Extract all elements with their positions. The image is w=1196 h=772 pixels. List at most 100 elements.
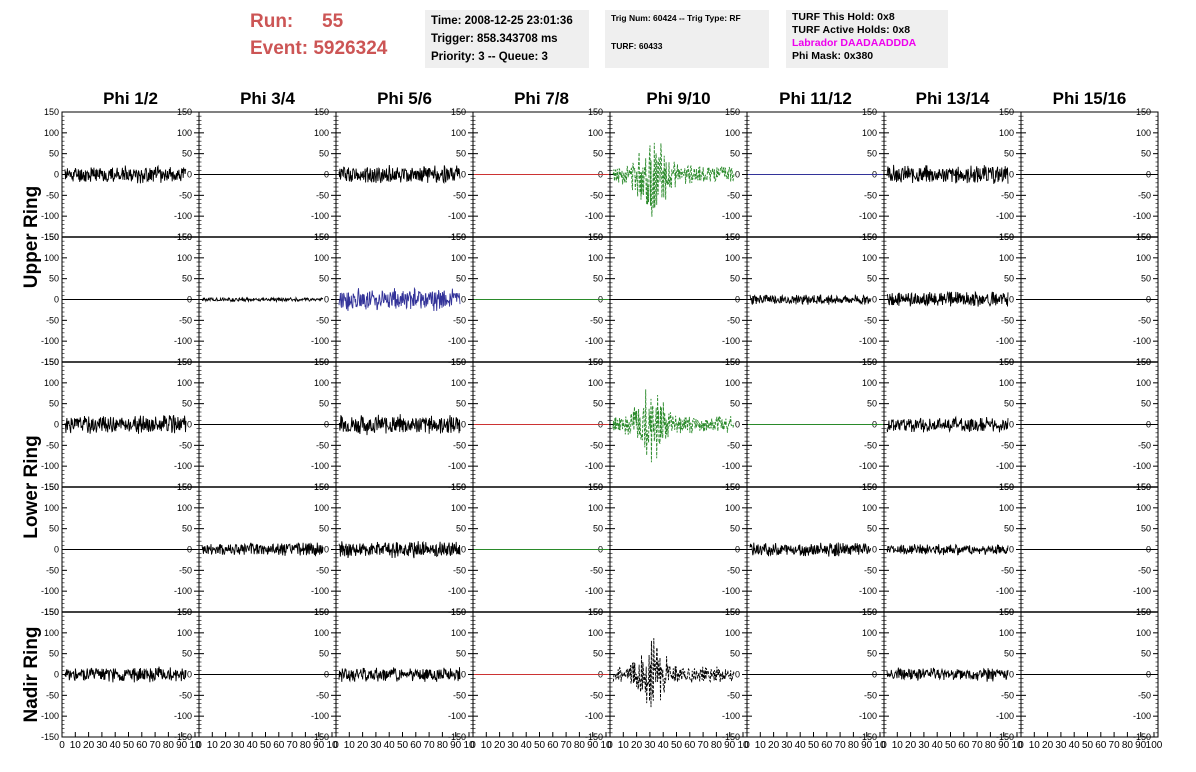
- y-tick-label: -150: [722, 732, 740, 742]
- y-tick-label: -50: [1138, 690, 1151, 700]
- x-tick-label: 80: [300, 740, 312, 751]
- y-tick-label: 50: [1004, 149, 1014, 159]
- y-tick-label: 100: [44, 378, 59, 388]
- x-tick-label: 100: [1146, 740, 1163, 751]
- y-tick-label: 100: [1136, 253, 1151, 263]
- y-tick-label: -50: [316, 690, 329, 700]
- y-tick-label: 150: [725, 607, 740, 617]
- time-info-box: Time: 2008-12-25 23:01:36 Trigger: 858.3…: [425, 10, 589, 68]
- y-tick-label: 100: [1136, 128, 1151, 138]
- column-header: Phi 5/6: [377, 89, 432, 108]
- y-tick-label: 150: [44, 607, 59, 617]
- y-tick-label: 150: [588, 357, 603, 367]
- run-row: Run: 55: [250, 8, 420, 35]
- x-tick-label: 20: [83, 740, 95, 751]
- y-tick-label: 0: [872, 295, 877, 305]
- waveform-trace: [612, 389, 735, 463]
- x-tick-label: 40: [932, 740, 944, 751]
- y-tick-label: -50: [179, 190, 192, 200]
- y-tick-label: 0: [735, 420, 740, 430]
- x-tick-label: 70: [287, 740, 299, 751]
- y-tick-label: 150: [1136, 107, 1151, 117]
- x-tick-label: 80: [1122, 740, 1134, 751]
- x-tick-label: 50: [260, 740, 272, 751]
- y-tick-label: 150: [862, 232, 877, 242]
- waveform-trace: [64, 415, 187, 434]
- waveform-trace: [612, 142, 735, 217]
- x-tick-label: 70: [424, 740, 436, 751]
- y-tick-label: -150: [448, 732, 466, 742]
- y-tick-label: 150: [862, 607, 877, 617]
- y-tick-label: 0: [735, 170, 740, 180]
- y-tick-label: 150: [725, 107, 740, 117]
- waveform-trace: [886, 543, 1009, 556]
- y-tick-label: -150: [174, 732, 192, 742]
- y-tick-label: 50: [1004, 649, 1014, 659]
- x-tick-label: 50: [671, 740, 683, 751]
- y-tick-label: 150: [725, 232, 740, 242]
- y-tick-label: 50: [593, 649, 603, 659]
- waveform-trace: [886, 667, 1009, 682]
- y-tick-label: 50: [730, 274, 740, 284]
- y-tick-label: -100: [722, 586, 740, 596]
- x-tick-label: 10: [189, 740, 201, 751]
- y-tick-label: 150: [1136, 482, 1151, 492]
- y-tick-label: 0: [187, 420, 192, 430]
- x-tick-label: 0: [59, 740, 65, 751]
- x-tick-label: 40: [521, 740, 533, 751]
- y-tick-label: 100: [451, 253, 466, 263]
- x-tick-label: 50: [1082, 740, 1094, 751]
- x-tick-label: 10: [463, 740, 475, 751]
- y-tick-label: 150: [1136, 357, 1151, 367]
- y-tick-label: -100: [996, 211, 1014, 221]
- x-tick-label: 70: [150, 740, 162, 751]
- x-tick-label: 30: [370, 740, 382, 751]
- y-tick-label: 100: [1136, 628, 1151, 638]
- turf-hold-line: TURF This Hold: 0x8: [792, 11, 895, 23]
- x-tick-label: 0: [1018, 740, 1024, 751]
- x-tick-label: 10: [1011, 740, 1023, 751]
- x-tick-label: 60: [547, 740, 559, 751]
- y-tick-label: 150: [314, 107, 329, 117]
- y-tick-label: -150: [585, 482, 603, 492]
- y-tick-label: 0: [461, 295, 466, 305]
- y-tick-label: 150: [451, 107, 466, 117]
- turf-line: TURF: 60433: [611, 41, 663, 51]
- y-tick-label: -100: [1133, 211, 1151, 221]
- y-tick-label: -100: [41, 336, 59, 346]
- y-tick-label: -150: [722, 482, 740, 492]
- waveform-trace: [749, 293, 872, 306]
- waveform-trace: [749, 542, 872, 557]
- x-tick-label: 40: [795, 740, 807, 751]
- y-tick-label: 100: [177, 128, 192, 138]
- x-tick-label: 90: [724, 740, 736, 751]
- y-tick-label: -150: [41, 357, 59, 367]
- x-tick-label: 40: [247, 740, 259, 751]
- y-tick-label: 100: [44, 628, 59, 638]
- y-tick-label: 100: [999, 503, 1014, 513]
- y-tick-label: 150: [725, 357, 740, 367]
- y-tick-label: -150: [448, 232, 466, 242]
- y-tick-label: -100: [448, 211, 466, 221]
- y-tick-label: 150: [177, 107, 192, 117]
- y-tick-label: -150: [859, 607, 877, 617]
- y-tick-label: 100: [999, 253, 1014, 263]
- y-tick-label: -150: [174, 232, 192, 242]
- y-tick-label: 50: [867, 274, 877, 284]
- y-tick-label: -150: [1133, 232, 1151, 242]
- y-tick-label: -150: [859, 732, 877, 742]
- x-tick-label: 0: [607, 740, 613, 751]
- y-tick-label: 150: [44, 107, 59, 117]
- x-tick-label: 90: [861, 740, 873, 751]
- y-tick-label: 150: [1136, 232, 1151, 242]
- y-tick-label: 150: [999, 107, 1014, 117]
- column-header: Phi 3/4: [240, 89, 295, 108]
- trig-info-box: Trig Num: 60424 -- Trig Type: RF TURF: 6…: [605, 10, 769, 68]
- x-tick-label: 50: [123, 740, 135, 751]
- y-tick-label: 0: [187, 670, 192, 680]
- y-tick-label: 100: [588, 503, 603, 513]
- x-tick-label: 60: [1095, 740, 1107, 751]
- y-tick-label: -100: [41, 211, 59, 221]
- x-tick-label: 30: [96, 740, 108, 751]
- y-tick-label: -50: [727, 440, 740, 450]
